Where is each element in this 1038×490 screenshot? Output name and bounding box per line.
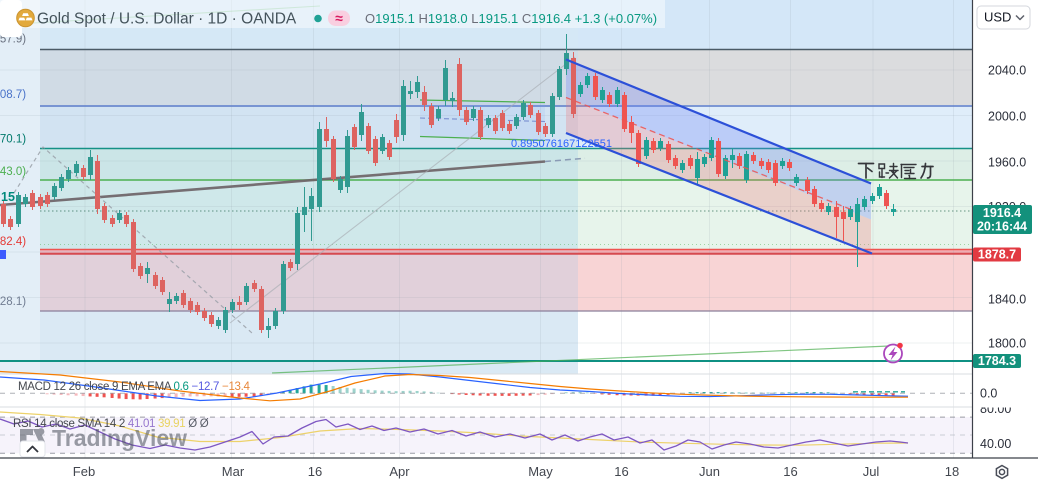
svg-text:(08.7): (08.7)	[0, 89, 26, 101]
svg-text:USD: USD	[984, 10, 1011, 25]
svg-text:2040.0: 2040.0	[988, 64, 1026, 78]
svg-text:TradingView: TradingView	[52, 425, 187, 451]
svg-text:Jul: Jul	[863, 464, 880, 479]
svg-text:0.0: 0.0	[980, 387, 997, 401]
svg-text:16: 16	[783, 464, 797, 479]
svg-text:20:16:44: 20:16:44	[977, 220, 1027, 234]
svg-text:16: 16	[308, 464, 322, 479]
svg-text:Apr: Apr	[389, 464, 410, 479]
svg-text:1960.0: 1960.0	[988, 156, 1026, 170]
svg-text:0.895076167122551: 0.895076167122551	[511, 138, 612, 150]
svg-text:1878.7: 1878.7	[978, 248, 1016, 262]
svg-text:1840.0: 1840.0	[988, 293, 1026, 307]
svg-text:O1915.1 H1918.0 L1915.1 C1916.: O1915.1 H1918.0 L1915.1 C1916.4 +1.3 (+0…	[365, 11, 657, 26]
svg-text:16: 16	[614, 464, 628, 479]
svg-text:1800.0: 1800.0	[988, 337, 1026, 351]
svg-text:18: 18	[945, 464, 959, 479]
svg-text:RSI 14 close SMA 14 2 41.01 39: RSI 14 close SMA 14 2 41.01 39.91 Ø Ø	[13, 418, 209, 430]
svg-text:Gold Spot / U.S. Dollar · 1D ·: Gold Spot / U.S. Dollar · 1D · OANDA	[37, 11, 297, 28]
svg-text:Feb: Feb	[73, 464, 95, 479]
svg-text:2000.0: 2000.0	[988, 110, 1026, 124]
svg-text:1916.4: 1916.4	[983, 206, 1021, 220]
svg-text:(43.0): (43.0)	[0, 166, 26, 178]
svg-text:≈: ≈	[335, 10, 343, 26]
svg-text:Jun: Jun	[699, 464, 720, 479]
svg-text:1784.3: 1784.3	[978, 354, 1016, 368]
svg-text:(28.1): (28.1)	[0, 296, 26, 308]
svg-text:15: 15	[1, 190, 15, 204]
svg-text:MACD 12 26 close 9 EMA EMA 0.6: MACD 12 26 close 9 EMA EMA 0.6 −12.7 −13…	[18, 381, 251, 393]
svg-text:(82.4): (82.4)	[0, 236, 26, 248]
svg-text:40.00: 40.00	[980, 437, 1011, 451]
svg-text:(70.1): (70.1)	[0, 133, 26, 145]
svg-text:May: May	[528, 464, 553, 479]
svg-text:Mar: Mar	[222, 464, 245, 479]
